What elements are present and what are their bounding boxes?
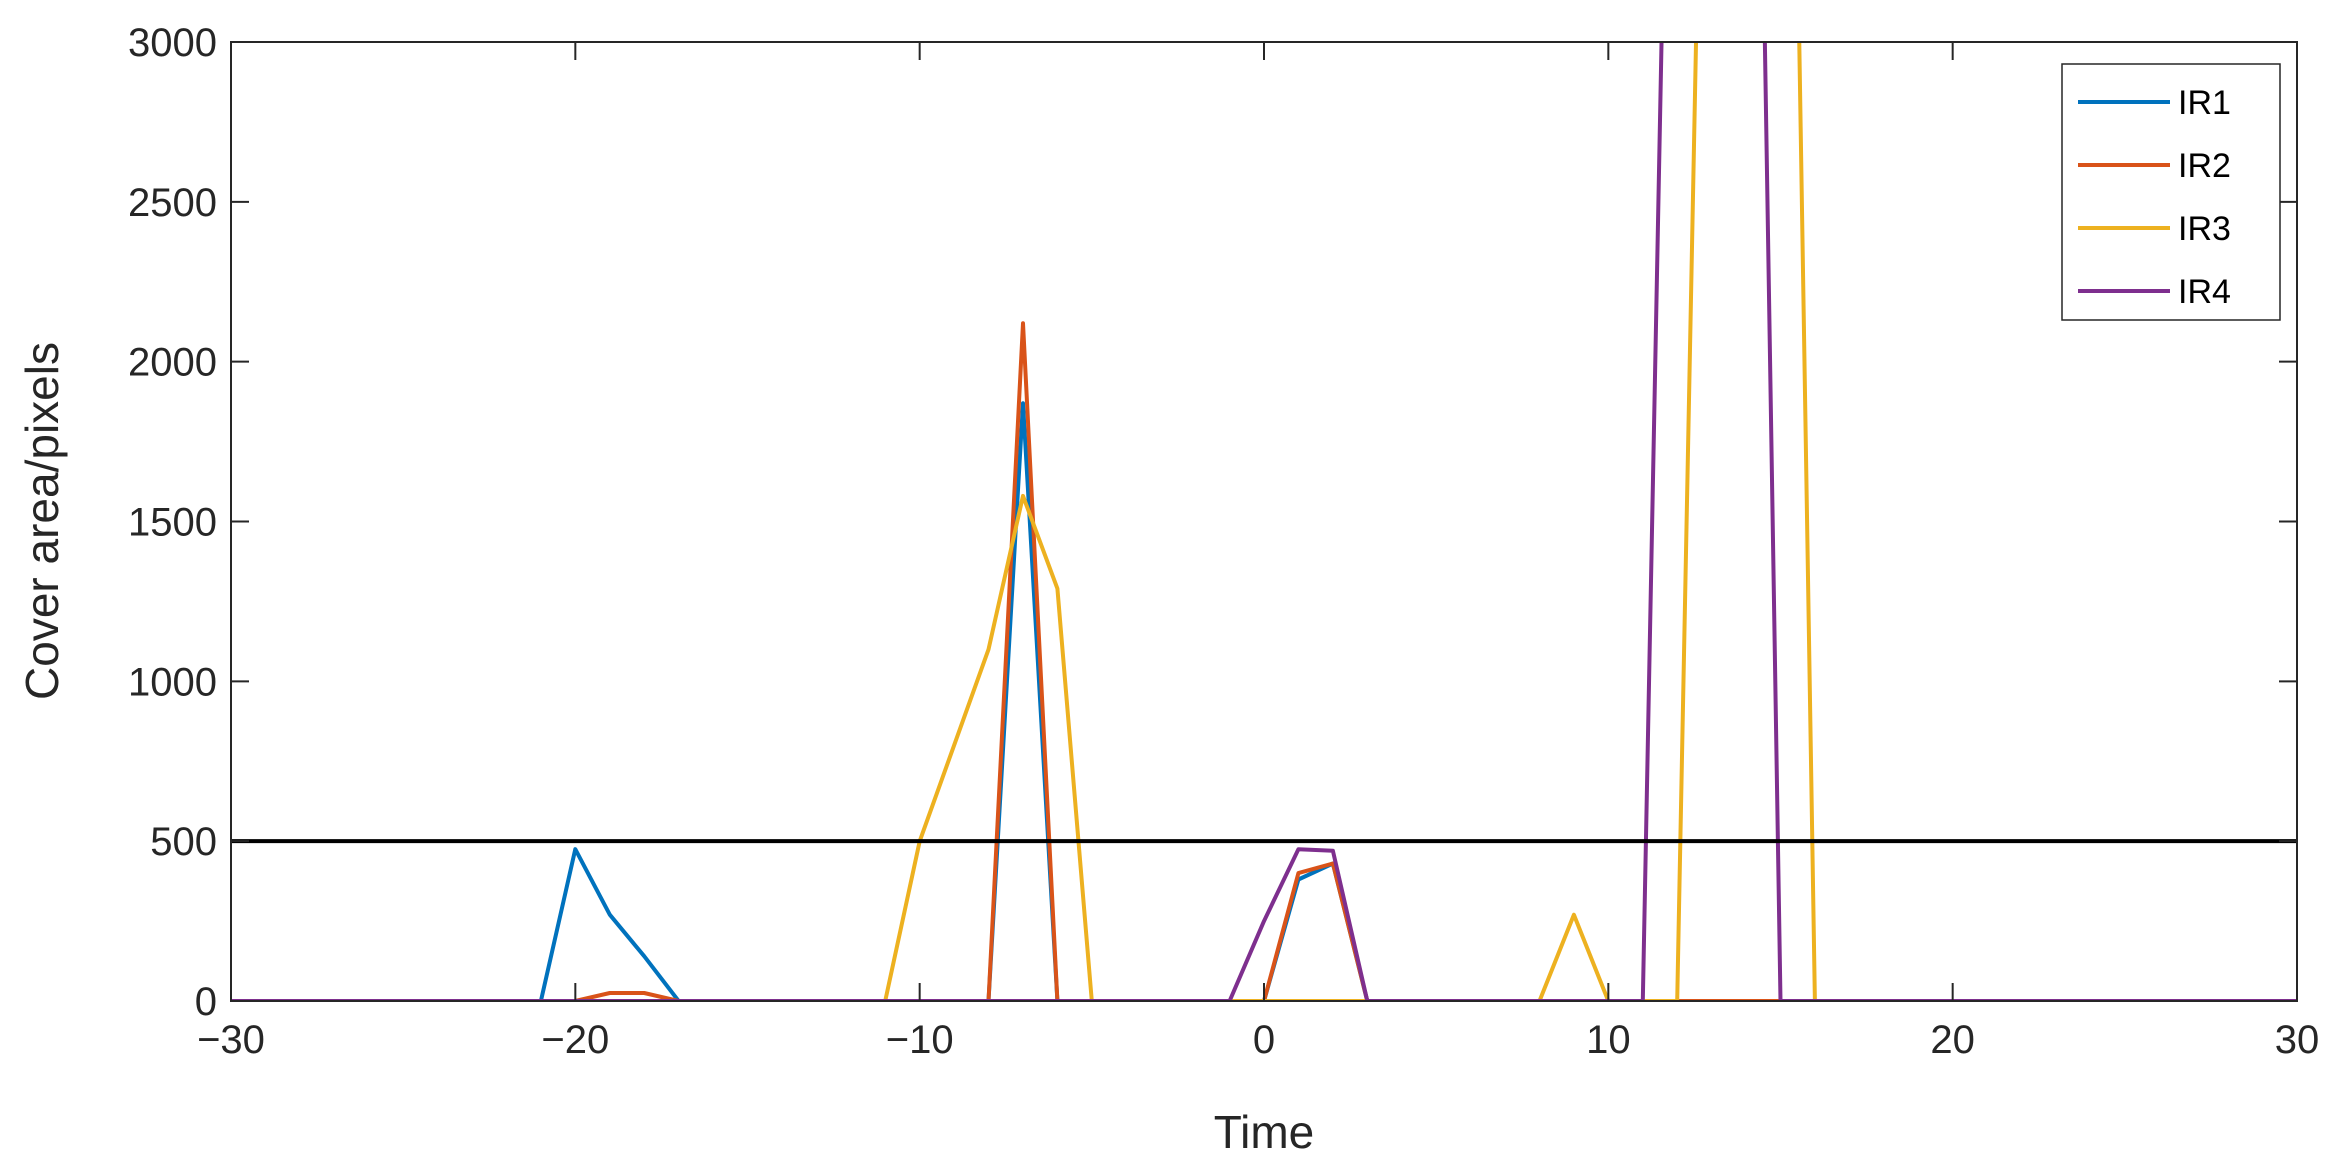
legend: IR1 IR2 IR3 IR4 xyxy=(2061,63,2281,321)
x-tick-label: 0 xyxy=(1253,1018,1275,1062)
plot-background xyxy=(231,42,2297,1001)
legend-label-ir3: IR3 xyxy=(2178,210,2231,248)
x-tick-label: 30 xyxy=(2275,1018,2320,1062)
series-line-ir2 xyxy=(231,321,2297,1001)
x-tick-label: 20 xyxy=(1930,1018,1975,1062)
series-line-ir3 xyxy=(231,42,2297,1001)
x-tick-label: 10 xyxy=(1586,1018,1631,1062)
series-layer xyxy=(231,42,2297,1001)
y-axis-title: Cover area/pixels xyxy=(16,342,68,700)
y-tick-label: 0 xyxy=(195,980,217,1024)
y-tick-label: 1000 xyxy=(128,660,217,704)
y-tick-label: 2000 xyxy=(128,341,217,385)
legend-label-ir2: IR2 xyxy=(2178,147,2231,185)
legend-label-ir4: IR4 xyxy=(2178,273,2231,311)
tick-layer: −30 −20 −10 0 10 20 30 0 500 1000 1500 2000 2500 3000 xyxy=(128,21,2319,1062)
x-axis-title: Time xyxy=(1214,1106,1315,1158)
x-tick-label: −30 xyxy=(197,1018,265,1062)
y-tick-label: 3000 xyxy=(128,21,217,65)
y-tick-label: 2500 xyxy=(128,181,217,225)
legend-box xyxy=(2061,63,2281,321)
series-line-ir4 xyxy=(231,42,2297,1001)
y-tick-label: 1500 xyxy=(128,501,217,545)
x-tick-label: −20 xyxy=(541,1018,609,1062)
legend-label-ir1: IR1 xyxy=(2178,84,2231,122)
y-tick-label: 500 xyxy=(150,820,217,864)
x-tick-label: −10 xyxy=(886,1018,954,1062)
